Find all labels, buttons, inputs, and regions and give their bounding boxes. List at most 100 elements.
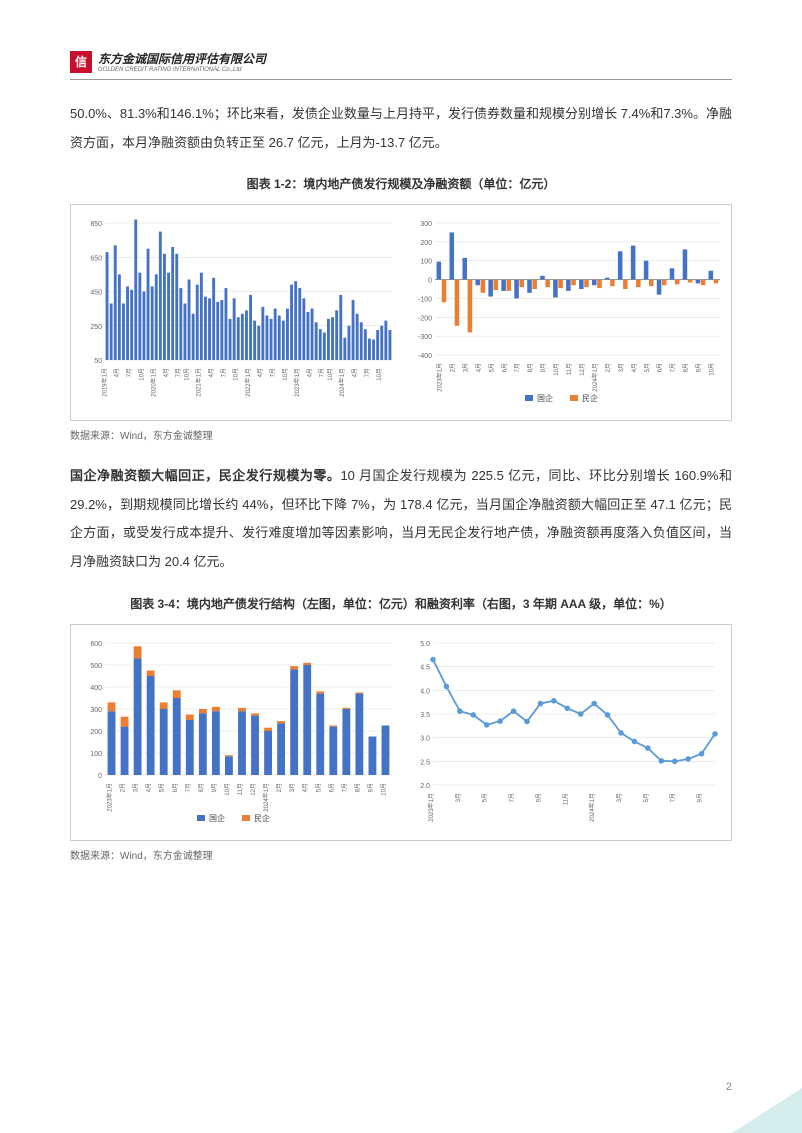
svg-text:4月: 4月 — [306, 368, 313, 377]
svg-text:400: 400 — [90, 685, 102, 692]
svg-text:-400: -400 — [418, 353, 432, 360]
chart-2-netfinancing: -400-300-200-10001002003002023年1月2月3月4月5… — [405, 215, 725, 410]
svg-text:4月: 4月 — [302, 783, 309, 792]
svg-text:-300: -300 — [418, 334, 432, 341]
svg-text:4月: 4月 — [257, 368, 264, 377]
svg-text:7月: 7月 — [185, 783, 192, 792]
svg-text:3月: 3月 — [462, 363, 469, 372]
svg-text:2022年1月: 2022年1月 — [244, 368, 252, 397]
svg-text:6月: 6月 — [328, 783, 335, 792]
svg-text:7月: 7月 — [220, 368, 227, 377]
svg-text:6月: 6月 — [501, 363, 508, 372]
svg-text:11月: 11月 — [566, 363, 573, 375]
svg-text:3月: 3月 — [616, 793, 623, 802]
svg-text:10月: 10月 — [224, 783, 231, 796]
svg-text:100: 100 — [420, 259, 432, 266]
svg-text:9月: 9月 — [696, 363, 703, 372]
svg-text:10月: 10月 — [327, 368, 334, 381]
svg-text:2021年1月: 2021年1月 — [195, 368, 203, 397]
svg-text:3.5: 3.5 — [420, 712, 430, 719]
svg-text:3.0: 3.0 — [420, 735, 430, 742]
svg-text:7月: 7月 — [514, 363, 521, 372]
svg-text:3月: 3月 — [455, 793, 462, 802]
svg-text:450: 450 — [90, 290, 102, 297]
svg-text:民企: 民企 — [582, 393, 598, 403]
svg-text:9月: 9月 — [697, 793, 704, 802]
svg-text:8月: 8月 — [527, 363, 534, 372]
source-1: 数据来源：Wind，东方金诚整理 — [70, 427, 732, 442]
svg-text:4.0: 4.0 — [420, 688, 430, 695]
svg-text:10月: 10月 — [282, 368, 289, 381]
chart-3-structure: 01002003004005006002023年1月2月3月4月5月6月7月8月… — [77, 635, 397, 830]
chart-4-rate: 2.02.53.03.54.04.55.02023年1月3月5月7月9月11月2… — [405, 635, 725, 830]
svg-text:9月: 9月 — [211, 783, 218, 792]
svg-text:5月: 5月 — [643, 793, 650, 802]
svg-text:2024年1月: 2024年1月 — [262, 783, 270, 812]
svg-text:4月: 4月 — [631, 363, 638, 372]
svg-text:2.0: 2.0 — [420, 783, 430, 790]
svg-text:10月: 10月 — [183, 368, 190, 381]
svg-text:4月: 4月 — [163, 368, 170, 377]
svg-text:10月: 10月 — [709, 363, 716, 376]
svg-text:4月: 4月 — [114, 368, 121, 377]
svg-text:5.0: 5.0 — [420, 641, 430, 648]
paragraph-1: 50.0%、81.3%和146.1%；环比来看，发债企业数量与上月持平，发行债券… — [70, 100, 732, 157]
svg-text:2024年1月: 2024年1月 — [591, 363, 599, 392]
chart-pair-1: 502504506508502019年1月4月7月10月2020年1月4月7月1… — [70, 204, 732, 421]
svg-text:5月: 5月 — [159, 783, 166, 792]
svg-text:250: 250 — [90, 324, 102, 331]
svg-text:9月: 9月 — [367, 783, 374, 792]
svg-text:10月: 10月 — [553, 363, 560, 376]
logo-icon: 信 — [70, 51, 92, 73]
svg-text:7月: 7月 — [670, 793, 677, 802]
svg-text:国企: 国企 — [209, 813, 225, 823]
svg-text:3月: 3月 — [133, 783, 140, 792]
chart-title-34: 图表 3-4：境内地产债发行结构（左图，单位：亿元）和融资利率（右图，3 年期 … — [70, 595, 732, 612]
svg-text:0: 0 — [98, 773, 102, 780]
svg-text:7月: 7月 — [175, 368, 182, 377]
svg-text:4月: 4月 — [352, 368, 359, 377]
svg-text:8月: 8月 — [683, 363, 690, 372]
svg-text:100: 100 — [90, 751, 102, 758]
svg-text:5月: 5月 — [644, 363, 651, 372]
svg-text:10月: 10月 — [376, 368, 383, 381]
svg-text:10月: 10月 — [233, 368, 240, 381]
svg-text:2024年1月: 2024年1月 — [338, 368, 346, 397]
svg-text:-200: -200 — [418, 315, 432, 322]
svg-text:4月: 4月 — [208, 368, 215, 377]
svg-text:9月: 9月 — [540, 363, 547, 372]
svg-text:-100: -100 — [418, 297, 432, 304]
svg-text:6月: 6月 — [172, 783, 179, 792]
svg-text:600: 600 — [90, 641, 102, 648]
svg-text:850: 850 — [90, 221, 102, 228]
chart-pair-2: 01002003004005006002023年1月2月3月4月5月6月7月8月… — [70, 624, 732, 841]
svg-text:7月: 7月 — [126, 368, 133, 377]
svg-text:5月: 5月 — [315, 783, 322, 792]
svg-text:2023年1月: 2023年1月 — [293, 368, 301, 397]
svg-text:2月: 2月 — [120, 783, 127, 792]
chart-title-12: 图表 1-2：境内地产债发行规模及净融资额（单位：亿元） — [70, 175, 732, 192]
svg-text:0: 0 — [428, 278, 432, 285]
svg-text:7月: 7月 — [509, 793, 516, 802]
svg-text:9月: 9月 — [535, 793, 542, 802]
svg-text:2.5: 2.5 — [420, 759, 430, 766]
header: 信 东方金诚国际信用评估有限公司 GOLDEN CREDIT RATING IN… — [70, 50, 732, 80]
svg-text:7月: 7月 — [341, 783, 348, 792]
company-name: 东方金诚国际信用评估有限公司 — [98, 50, 266, 67]
svg-text:2024年1月: 2024年1月 — [588, 793, 596, 822]
svg-text:2020年1月: 2020年1月 — [150, 368, 158, 397]
svg-text:民企: 民企 — [254, 813, 270, 823]
svg-text:国企: 国企 — [537, 393, 553, 403]
svg-text:11月: 11月 — [562, 793, 569, 805]
svg-text:5月: 5月 — [482, 793, 489, 802]
svg-text:10月: 10月 — [380, 783, 387, 796]
svg-text:200: 200 — [420, 240, 432, 247]
chart-1-issuance: 502504506508502019年1月4月7月10月2020年1月4月7月1… — [77, 215, 397, 410]
svg-text:650: 650 — [90, 255, 102, 262]
para2-text: 10 月国企发行规模为 225.5 亿元，同比、环比分别增长 160.9%和 2… — [70, 468, 732, 569]
svg-text:3月: 3月 — [618, 363, 625, 372]
svg-text:7月: 7月 — [364, 368, 371, 377]
svg-text:8月: 8月 — [198, 783, 205, 792]
svg-text:50: 50 — [94, 358, 102, 365]
svg-text:12月: 12月 — [250, 783, 257, 796]
